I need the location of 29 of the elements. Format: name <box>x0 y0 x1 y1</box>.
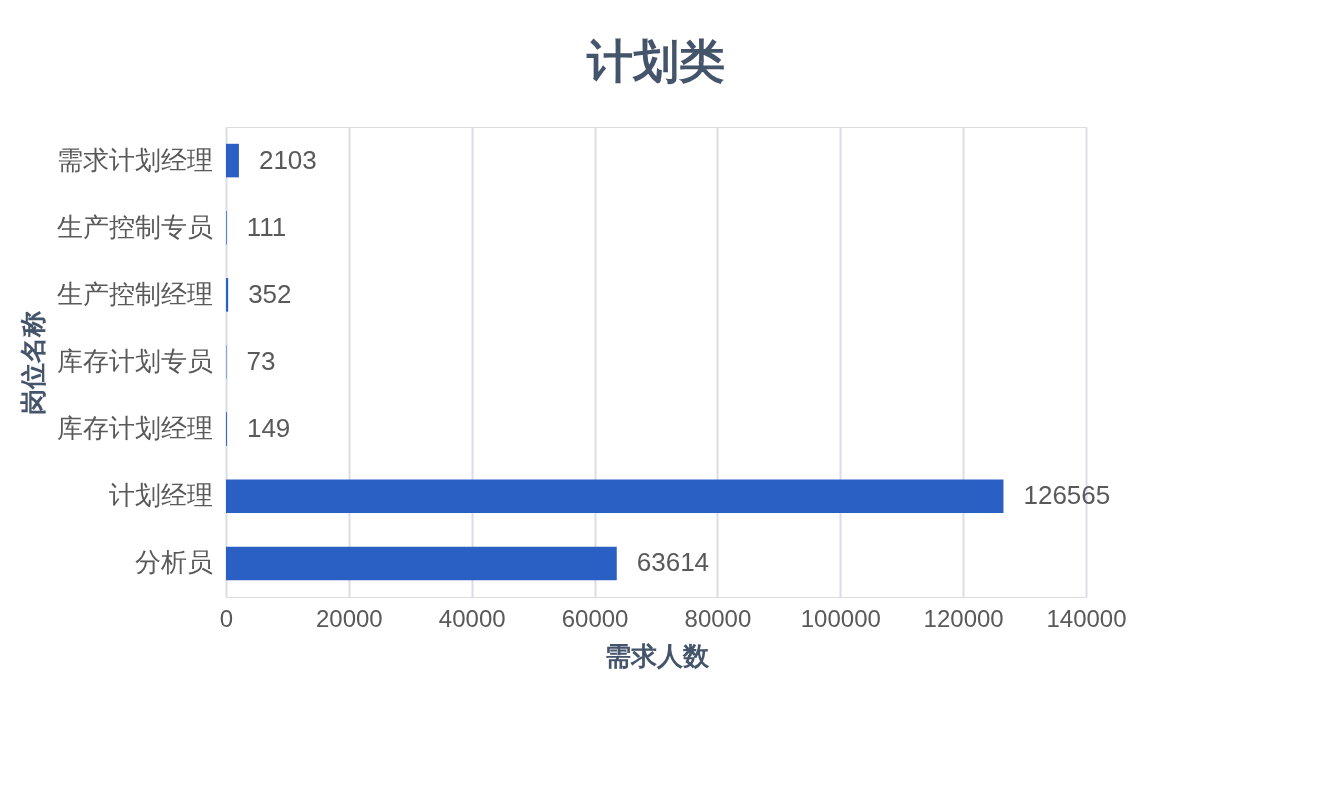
x-tick-label: 120000 <box>923 604 1004 632</box>
x-tick-label: 40000 <box>438 604 506 632</box>
y-axis-title: 岗位名称 <box>17 310 48 415</box>
x-axis-title: 需求人数 <box>604 640 710 671</box>
x-tick-label: 20000 <box>315 604 383 632</box>
bar <box>226 278 229 312</box>
bar <box>226 546 617 581</box>
data-label: 111 <box>246 211 287 242</box>
x-tick-label: 100000 <box>800 604 881 632</box>
x-tick-label: 60000 <box>561 604 629 632</box>
y-tick-label: 分析员 <box>134 547 213 578</box>
y-tick-label: 生产控制经理 <box>56 278 213 309</box>
data-label: 352 <box>248 278 292 309</box>
y-tick-label: 库存计划专员 <box>56 346 213 376</box>
y-tick-label: 库存计划经理 <box>56 413 213 444</box>
bar <box>226 143 239 178</box>
chart-title: 计划类 <box>586 35 725 87</box>
data-label: 73 <box>246 346 276 376</box>
bar <box>226 479 1004 514</box>
y-tick-label: 需求计划经理 <box>56 144 213 175</box>
y-tick-label: 计划经理 <box>108 480 213 511</box>
y-tick-label: 生产控制专员 <box>56 211 213 242</box>
x-tick-label: 0 <box>219 604 234 632</box>
data-label: 2103 <box>258 144 317 175</box>
x-tick-label: 140000 <box>1046 604 1127 632</box>
data-label: 149 <box>246 413 291 444</box>
data-label: 126565 <box>1023 480 1111 511</box>
x-tick-label: 80000 <box>684 604 752 632</box>
data-label: 63614 <box>636 547 710 578</box>
